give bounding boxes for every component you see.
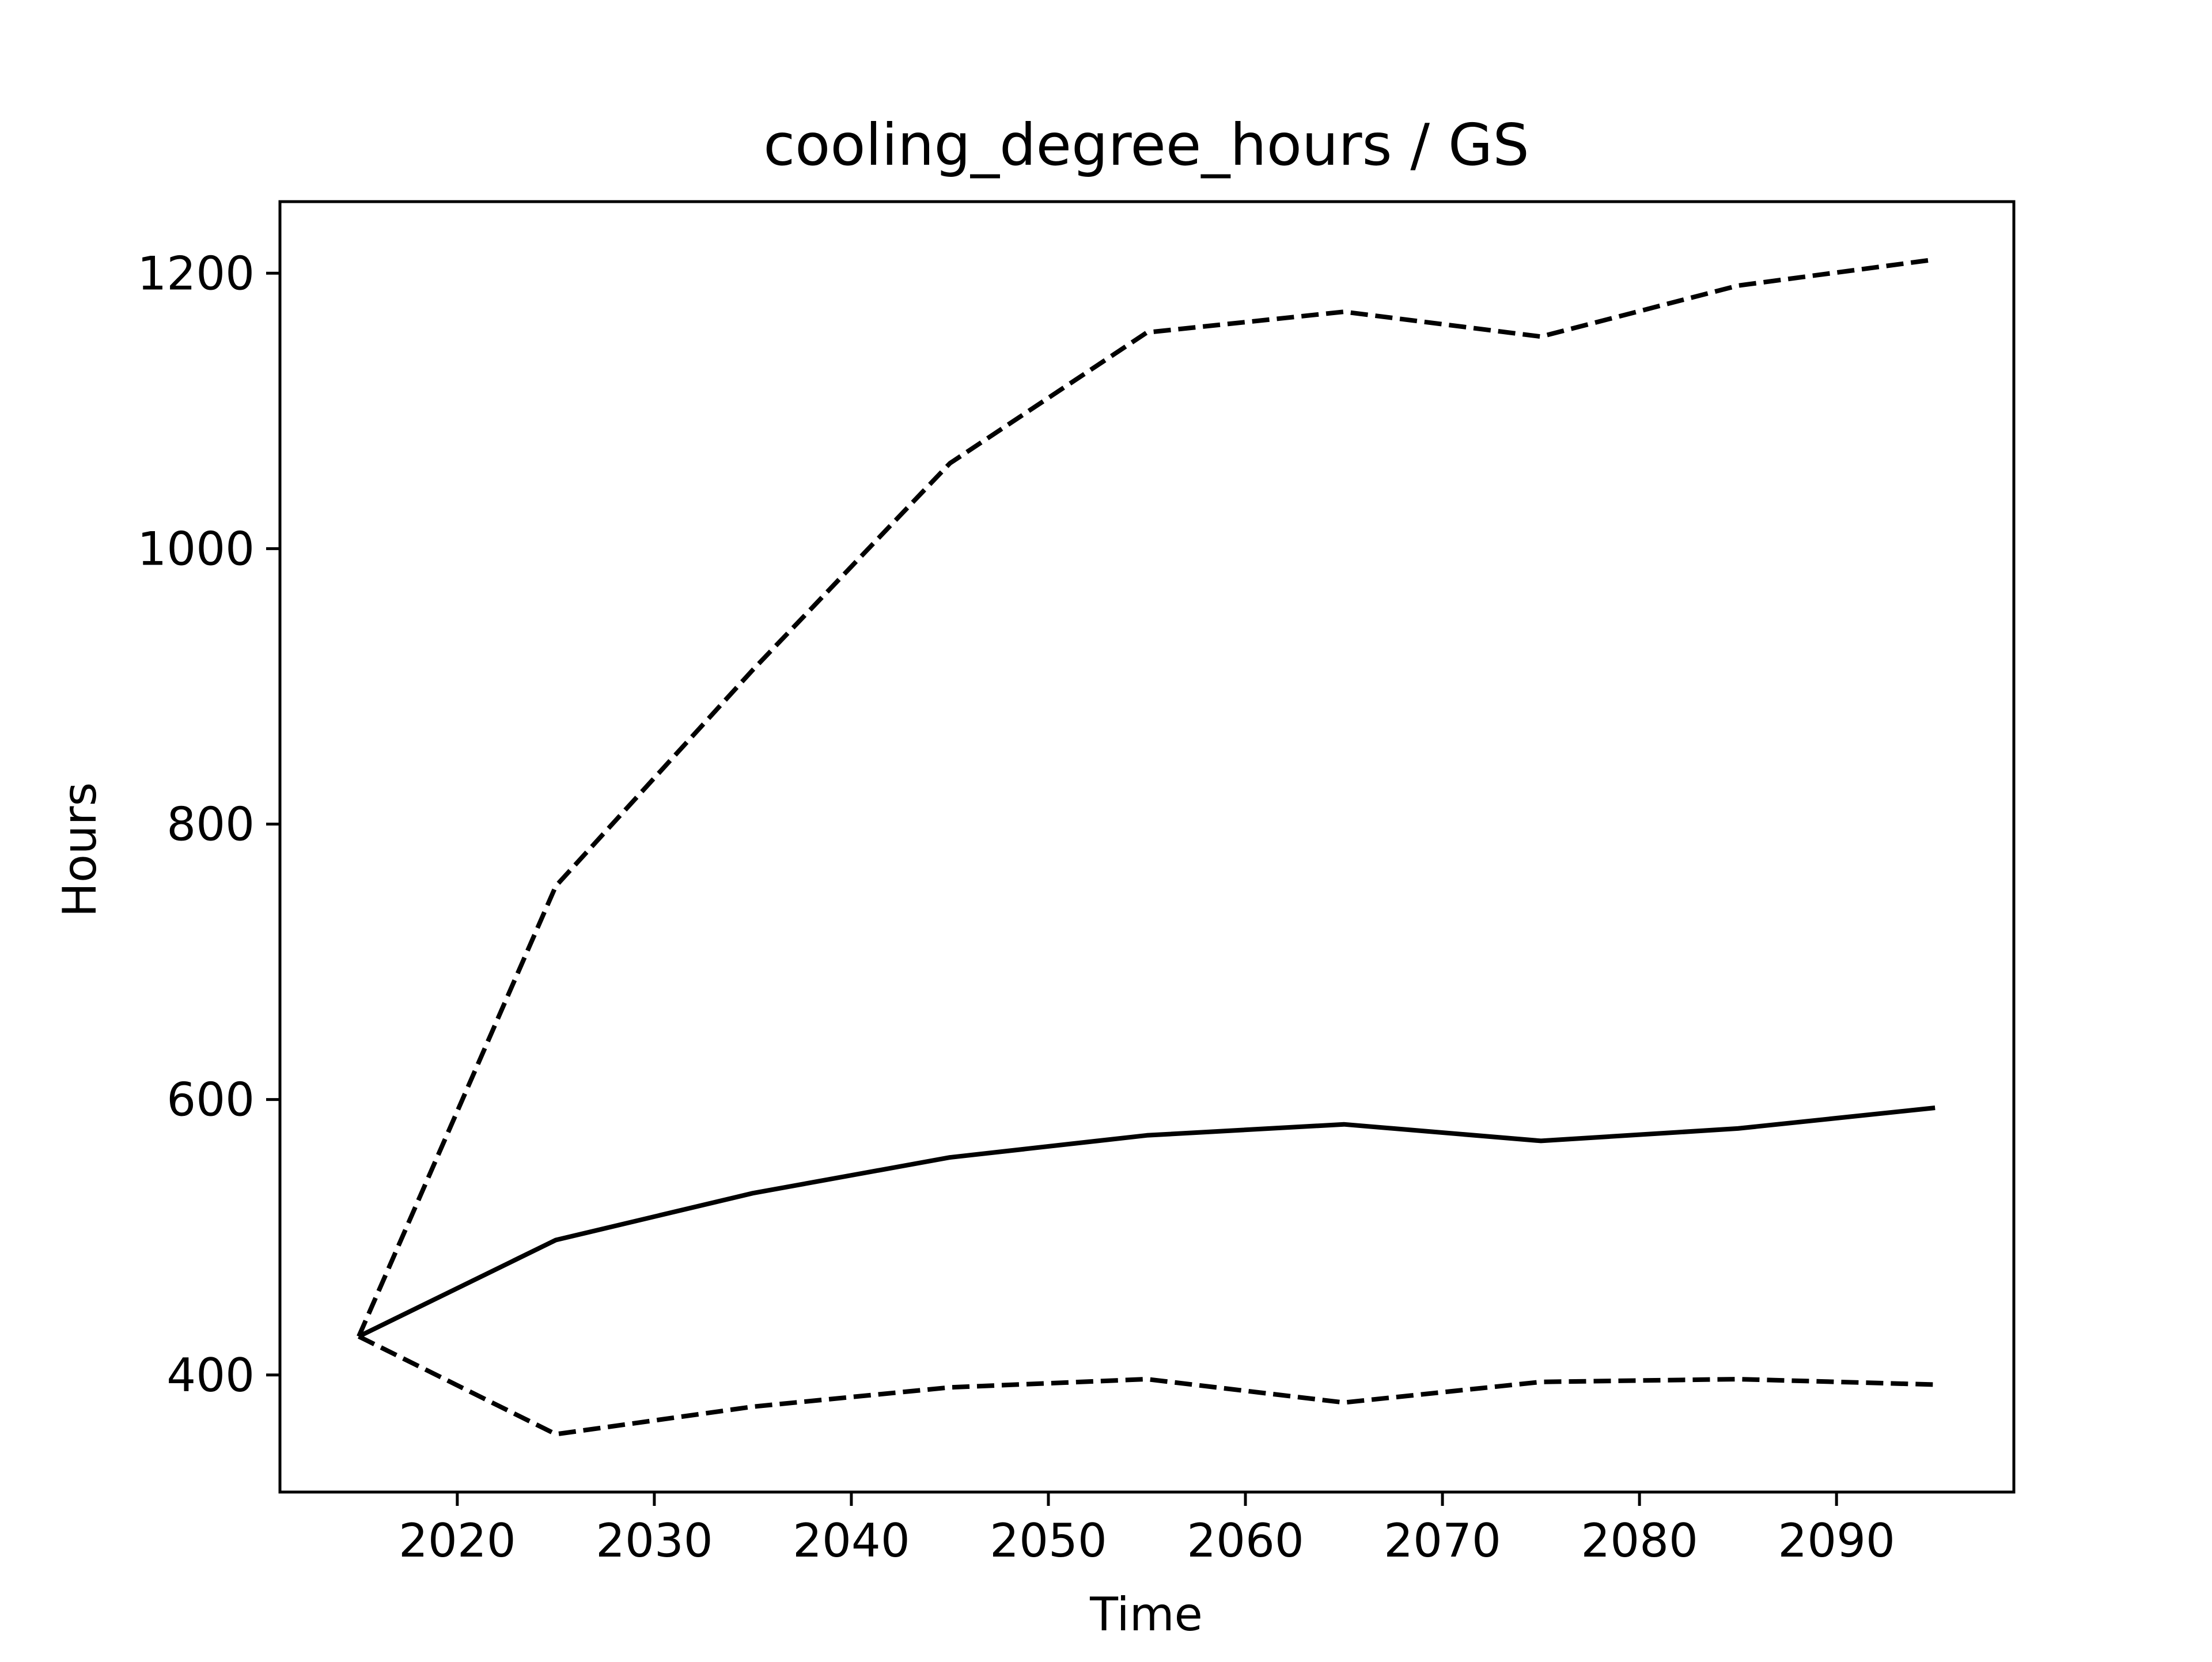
x-tick-label: 2080	[1581, 1514, 1698, 1568]
x-axis-label: Time	[1089, 1588, 1203, 1641]
x-tick-label: 2070	[1384, 1514, 1501, 1568]
series-line-3	[358, 1334, 1936, 1437]
y-tick-label: 800	[166, 798, 255, 851]
plot-area: 2020 2030 2040 2050 2060 2070 2080 2090 400 600 80…	[137, 247, 1936, 1568]
y-tick-label: 1200	[137, 247, 255, 300]
series-line-2	[357, 257, 1936, 1338]
y-tick-label: 400	[166, 1349, 255, 1402]
x-tick-label: 2060	[1187, 1514, 1304, 1568]
chart-title: cooling_degree_hours / GS	[763, 111, 1529, 179]
x-tick-label: 2040	[793, 1514, 910, 1568]
x-tick-label: 2020	[399, 1514, 516, 1568]
x-tick-label: 2050	[990, 1514, 1107, 1568]
x-tick-label: 2090	[1778, 1514, 1895, 1568]
axes-frame	[278, 200, 2016, 1494]
y-tick-label: 1000	[137, 522, 255, 576]
x-tick-label: 2030	[596, 1514, 713, 1568]
y-tick-label: 600	[166, 1073, 255, 1127]
y-axis-label: Hours	[53, 782, 107, 917]
series-line-1	[358, 1106, 1936, 1339]
